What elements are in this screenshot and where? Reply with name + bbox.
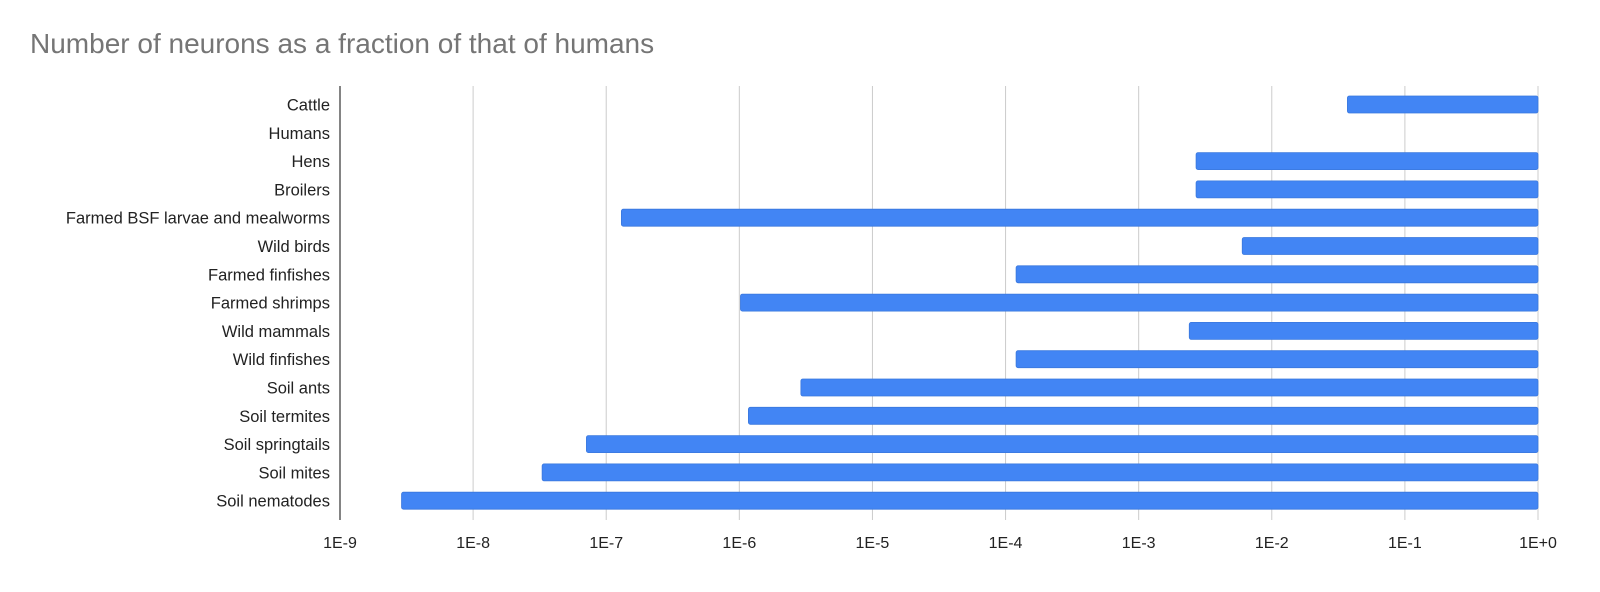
bar: [586, 435, 1539, 454]
category-label: Hens: [291, 153, 330, 171]
category-label: Soil springtails: [224, 436, 330, 454]
bar: [1188, 321, 1539, 340]
x-tick-label: 1E-2: [1255, 535, 1289, 552]
chart-title: Number of neurons as a fraction of that …: [30, 28, 655, 59]
x-tick-label: 1E-6: [722, 535, 756, 552]
bar: [1241, 237, 1539, 255]
bar: [1195, 180, 1539, 199]
x-tick-label: 1E-9: [323, 535, 357, 552]
category-label: Farmed BSF larvae and mealworms: [66, 210, 330, 228]
category-label: Soil mites: [258, 464, 330, 482]
category-label: Farmed finfishes: [208, 266, 330, 284]
bar: [1195, 152, 1539, 171]
x-tick-label: 1E-7: [589, 535, 623, 552]
category-label: Humans: [269, 125, 330, 143]
bar: [401, 491, 1539, 510]
bar: [740, 293, 1539, 312]
category-label: Wild birds: [258, 238, 330, 256]
category-label: Soil termites: [239, 408, 330, 426]
bar: [620, 208, 1539, 227]
x-tick-label: 1E-1: [1388, 535, 1422, 552]
x-tick-label: 1E+0: [1519, 535, 1557, 552]
category-label: Cattle: [287, 97, 330, 115]
category-label: Wild finfishes: [233, 351, 330, 369]
bar: [1015, 350, 1539, 369]
x-tick-label: 1E-5: [856, 535, 890, 552]
category-label: Soil ants: [267, 380, 330, 398]
category-label: Farmed shrimps: [211, 295, 330, 313]
x-axis: 1E-9 1E-8 1E-7 1E-6 1E-5 1E-4 1E-3 1E-2 1E-1 1E+0: [323, 86, 1557, 552]
category-label: Broilers: [274, 181, 330, 199]
bar: [541, 463, 1539, 482]
bar: [1347, 95, 1539, 114]
x-tick-label: 1E-3: [1122, 535, 1156, 552]
category-labels: Cattle Humans Hens Broilers Farmed BSF larva…: [66, 97, 330, 511]
category-label: Soil nematodes: [216, 493, 330, 511]
bars: [401, 95, 1539, 510]
x-tick-label: 1E-8: [456, 535, 490, 552]
bar: [800, 378, 1539, 397]
bar: [748, 406, 1539, 425]
category-label: Wild mammals: [222, 323, 330, 341]
x-tick-label: 1E-4: [989, 535, 1023, 552]
bar: [1015, 265, 1539, 284]
